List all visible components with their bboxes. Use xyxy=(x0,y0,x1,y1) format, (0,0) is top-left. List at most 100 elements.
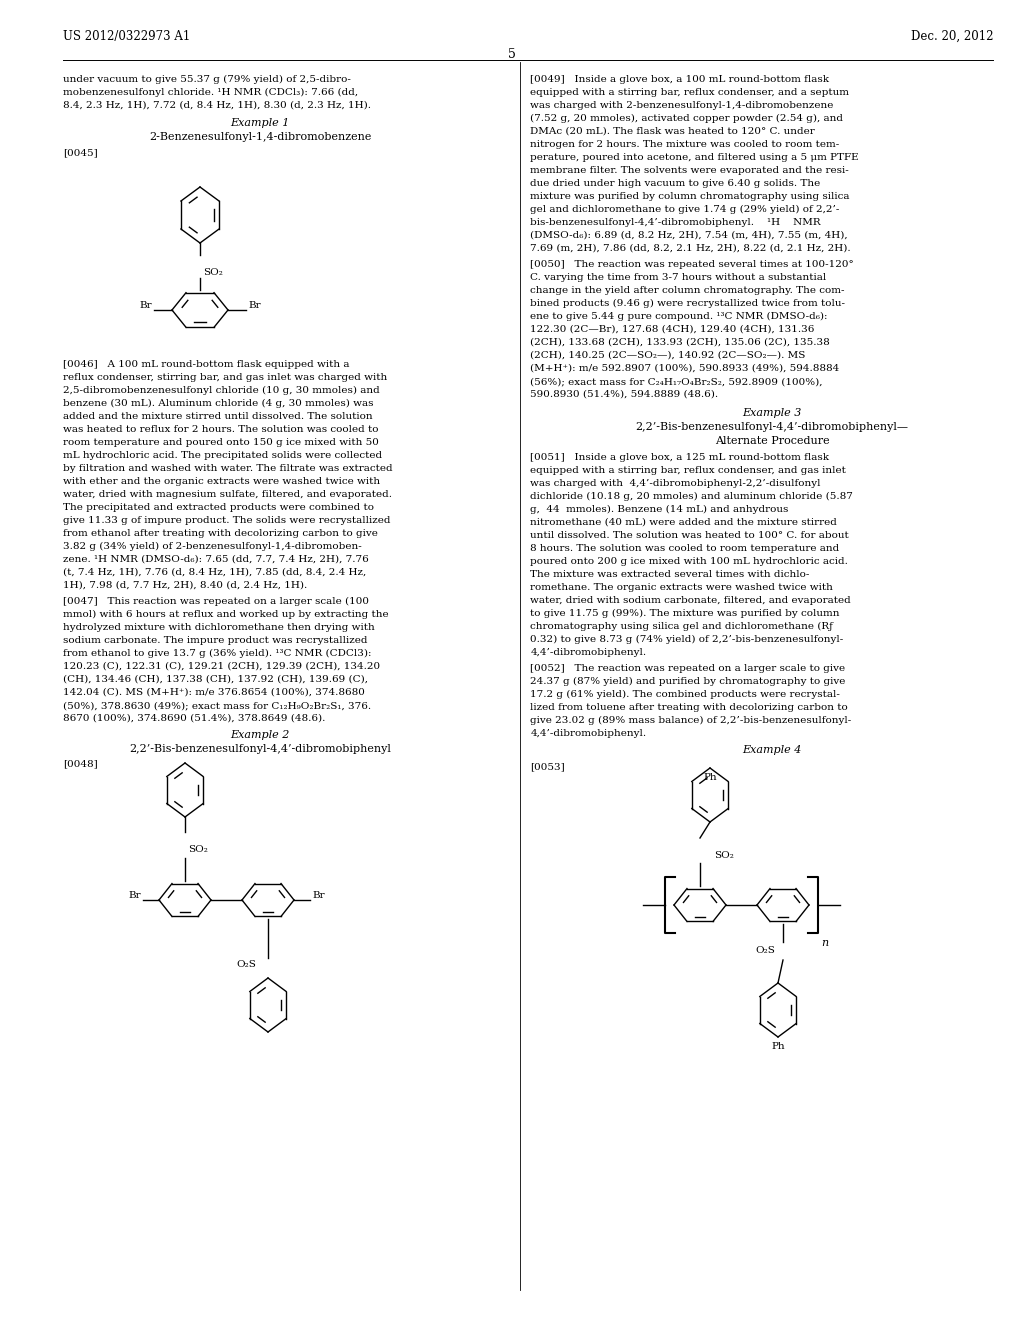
Text: give 11.33 g of impure product. The solids were recrystallized: give 11.33 g of impure product. The soli… xyxy=(63,516,391,525)
Text: US 2012/0322973 A1: US 2012/0322973 A1 xyxy=(63,30,190,44)
Text: The precipitated and extracted products were combined to: The precipitated and extracted products … xyxy=(63,503,375,512)
Text: 120.23 (C), 122.31 (C), 129.21 (2CH), 129.39 (2CH), 134.20: 120.23 (C), 122.31 (C), 129.21 (2CH), 12… xyxy=(63,663,381,671)
Text: 8 hours. The solution was cooled to room temperature and: 8 hours. The solution was cooled to room… xyxy=(530,544,840,553)
Text: due dried under high vacuum to give 6.40 g solids. The: due dried under high vacuum to give 6.40… xyxy=(530,180,820,187)
Text: lized from toluene after treating with decolorizing carbon to: lized from toluene after treating with d… xyxy=(530,704,848,711)
Text: give 23.02 g (89% mass balance) of 2,2’-bis-benzenesulfonyl-: give 23.02 g (89% mass balance) of 2,2’-… xyxy=(530,715,852,725)
Text: (7.52 g, 20 mmoles), activated copper powder (2.54 g), and: (7.52 g, 20 mmoles), activated copper po… xyxy=(530,114,844,123)
Text: Ph: Ph xyxy=(703,774,717,781)
Text: Example 2: Example 2 xyxy=(230,730,290,741)
Text: (56%); exact mass for C₂₄H₁₇O₄Br₂S₂, 592.8909 (100%),: (56%); exact mass for C₂₄H₁₇O₄Br₂S₂, 592… xyxy=(530,378,823,385)
Text: (M+H⁺): m/e 592.8907 (100%), 590.8933 (49%), 594.8884: (M+H⁺): m/e 592.8907 (100%), 590.8933 (4… xyxy=(530,364,840,374)
Text: 2,2’-Bis-benzenesulfonyl-4,4’-dibromobiphenyl—: 2,2’-Bis-benzenesulfonyl-4,4’-dibromobip… xyxy=(636,422,908,432)
Text: SO₂: SO₂ xyxy=(714,851,734,861)
Text: equipped with a stirring bar, reflux condenser, and gas inlet: equipped with a stirring bar, reflux con… xyxy=(530,466,846,475)
Text: was heated to reflux for 2 hours. The solution was cooled to: was heated to reflux for 2 hours. The so… xyxy=(63,425,379,434)
Text: Example 1: Example 1 xyxy=(230,117,290,128)
Text: Br: Br xyxy=(312,891,325,900)
Text: sodium carbonate. The impure product was recrystallized: sodium carbonate. The impure product was… xyxy=(63,636,368,645)
Text: 24.37 g (87% yield) and purified by chromatography to give: 24.37 g (87% yield) and purified by chro… xyxy=(530,677,846,686)
Text: [0047]   This reaction was repeated on a larger scale (100: [0047] This reaction was repeated on a l… xyxy=(63,597,370,606)
Text: membrane filter. The solvents were evaporated and the resi-: membrane filter. The solvents were evapo… xyxy=(530,166,849,176)
Text: Alternate Procedure: Alternate Procedure xyxy=(715,436,829,446)
Text: under vacuum to give 55.37 g (79% yield) of 2,5-dibro-: under vacuum to give 55.37 g (79% yield)… xyxy=(63,75,351,84)
Text: 2-Benzenesulfonyl-1,4-dibromobenzene: 2-Benzenesulfonyl-1,4-dibromobenzene xyxy=(148,132,372,143)
Text: perature, poured into acetone, and filtered using a 5 μm PTFE: perature, poured into acetone, and filte… xyxy=(530,153,859,162)
Text: O₂S: O₂S xyxy=(755,946,775,954)
Text: Example 4: Example 4 xyxy=(742,744,802,755)
Text: with ether and the organic extracts were washed twice with: with ether and the organic extracts were… xyxy=(63,477,381,486)
Text: (t, 7.4 Hz, 1H), 7.76 (d, 8.4 Hz, 1H), 7.85 (dd, 8.4, 2.4 Hz,: (t, 7.4 Hz, 1H), 7.76 (d, 8.4 Hz, 1H), 7… xyxy=(63,568,367,577)
Text: from ethanol after treating with decolorizing carbon to give: from ethanol after treating with decolor… xyxy=(63,529,378,539)
Text: zene. ¹H NMR (DMSO-d₆): 7.65 (dd, 7.7, 7.4 Hz, 2H), 7.76: zene. ¹H NMR (DMSO-d₆): 7.65 (dd, 7.7, 7… xyxy=(63,554,370,564)
Text: nitrogen for 2 hours. The mixture was cooled to room tem-: nitrogen for 2 hours. The mixture was co… xyxy=(530,140,840,149)
Text: (2CH), 140.25 (2C—SO₂—), 140.92 (2C—SO₂—). MS: (2CH), 140.25 (2C—SO₂—), 140.92 (2C—SO₂—… xyxy=(530,351,806,360)
Text: SO₂: SO₂ xyxy=(188,845,208,854)
Text: was charged with 2-benzenesulfonyl-1,4-dibromobenzene: was charged with 2-benzenesulfonyl-1,4-d… xyxy=(530,102,834,110)
Text: hydrolyzed mixture with dichloromethane then drying with: hydrolyzed mixture with dichloromethane … xyxy=(63,623,375,632)
Text: 0.32) to give 8.73 g (74% yield) of 2,2’-bis-benzenesulfonyl-: 0.32) to give 8.73 g (74% yield) of 2,2’… xyxy=(530,635,844,644)
Text: mobenzenesulfonyl chloride. ¹H NMR (CDCl₃): 7.66 (dd,: mobenzenesulfonyl chloride. ¹H NMR (CDCl… xyxy=(63,88,358,98)
Text: Br: Br xyxy=(139,301,152,310)
Text: from ethanol to give 13.7 g (36% yield). ¹³C NMR (CDCl3):: from ethanol to give 13.7 g (36% yield).… xyxy=(63,649,372,659)
Text: ene to give 5.44 g pure compound. ¹³C NMR (DMSO-d₆):: ene to give 5.44 g pure compound. ¹³C NM… xyxy=(530,312,828,321)
Text: to give 11.75 g (99%). The mixture was purified by column: to give 11.75 g (99%). The mixture was p… xyxy=(530,609,840,618)
Text: [0049]   Inside a glove box, a 100 mL round-bottom flask: [0049] Inside a glove box, a 100 mL roun… xyxy=(530,75,829,84)
Text: [0048]: [0048] xyxy=(63,759,98,768)
Text: SO₂: SO₂ xyxy=(203,268,223,277)
Text: water, dried with sodium carbonate, filtered, and evaporated: water, dried with sodium carbonate, filt… xyxy=(530,597,851,605)
Text: [0051]   Inside a glove box, a 125 mL round-bottom flask: [0051] Inside a glove box, a 125 mL roun… xyxy=(530,453,829,462)
Text: 5: 5 xyxy=(508,48,516,61)
Text: was charged with  4,4’-dibromobiphenyl-2,2’-disulfonyl: was charged with 4,4’-dibromobiphenyl-2,… xyxy=(530,479,821,488)
Text: bined products (9.46 g) were recrystallized twice from tolu-: bined products (9.46 g) were recrystalli… xyxy=(530,300,846,308)
Text: mixture was purified by column chromatography using silica: mixture was purified by column chromatog… xyxy=(530,191,850,201)
Text: mmol) with 6 hours at reflux and worked up by extracting the: mmol) with 6 hours at reflux and worked … xyxy=(63,610,389,619)
Text: 7.69 (m, 2H), 7.86 (dd, 8.2, 2.1 Hz, 2H), 8.22 (d, 2.1 Hz, 2H).: 7.69 (m, 2H), 7.86 (dd, 8.2, 2.1 Hz, 2H)… xyxy=(530,244,851,253)
Text: until dissolved. The solution was heated to 100° C. for about: until dissolved. The solution was heated… xyxy=(530,531,849,540)
Text: by filtration and washed with water. The filtrate was extracted: by filtration and washed with water. The… xyxy=(63,465,393,473)
Text: romethane. The organic extracts were washed twice with: romethane. The organic extracts were was… xyxy=(530,583,834,591)
Text: reflux condenser, stirring bar, and gas inlet was charged with: reflux condenser, stirring bar, and gas … xyxy=(63,374,388,381)
Text: n: n xyxy=(821,939,828,948)
Text: Dec. 20, 2012: Dec. 20, 2012 xyxy=(910,30,993,44)
Text: bis-benzenesulfonyl-4,4’-dibromobiphenyl.    ¹H    NMR: bis-benzenesulfonyl-4,4’-dibromobiphenyl… xyxy=(530,218,821,227)
Text: water, dried with magnesium sulfate, filtered, and evaporated.: water, dried with magnesium sulfate, fil… xyxy=(63,490,392,499)
Text: 17.2 g (61% yield). The combined products were recrystal-: 17.2 g (61% yield). The combined product… xyxy=(530,690,841,700)
Text: 4,4’-dibromobiphenyl.: 4,4’-dibromobiphenyl. xyxy=(530,729,646,738)
Text: Br: Br xyxy=(128,891,141,900)
Text: 8670 (100%), 374.8690 (51.4%), 378.8649 (48.6).: 8670 (100%), 374.8690 (51.4%), 378.8649 … xyxy=(63,714,326,723)
Text: [0046]   A 100 mL round-bottom flask equipped with a: [0046] A 100 mL round-bottom flask equip… xyxy=(63,360,350,370)
Text: Example 3: Example 3 xyxy=(742,408,802,418)
Text: equipped with a stirring bar, reflux condenser, and a septum: equipped with a stirring bar, reflux con… xyxy=(530,88,850,96)
Text: O₂S: O₂S xyxy=(237,960,256,969)
Text: mL hydrochloric acid. The precipitated solids were collected: mL hydrochloric acid. The precipitated s… xyxy=(63,451,383,459)
Text: gel and dichloromethane to give 1.74 g (29% yield) of 2,2’-: gel and dichloromethane to give 1.74 g (… xyxy=(530,205,840,214)
Text: 8.4, 2.3 Hz, 1H), 7.72 (d, 8.4 Hz, 1H), 8.30 (d, 2.3 Hz, 1H).: 8.4, 2.3 Hz, 1H), 7.72 (d, 8.4 Hz, 1H), … xyxy=(63,102,372,110)
Text: change in the yield after column chromatography. The com-: change in the yield after column chromat… xyxy=(530,286,845,294)
Text: The mixture was extracted several times with dichlo-: The mixture was extracted several times … xyxy=(530,570,810,579)
Text: [0050]   The reaction was repeated several times at 100-120°: [0050] The reaction was repeated several… xyxy=(530,260,854,269)
Text: [0052]   The reaction was repeated on a larger scale to give: [0052] The reaction was repeated on a la… xyxy=(530,664,846,673)
Text: benzene (30 mL). Aluminum chloride (4 g, 30 mmoles) was: benzene (30 mL). Aluminum chloride (4 g,… xyxy=(63,399,374,408)
Text: room temperature and poured onto 150 g ice mixed with 50: room temperature and poured onto 150 g i… xyxy=(63,438,379,447)
Text: dichloride (10.18 g, 20 mmoles) and aluminum chloride (5.87: dichloride (10.18 g, 20 mmoles) and alum… xyxy=(530,492,853,502)
Text: (2CH), 133.68 (2CH), 133.93 (2CH), 135.06 (2C), 135.38: (2CH), 133.68 (2CH), 133.93 (2CH), 135.0… xyxy=(530,338,830,347)
Text: (CH), 134.46 (CH), 137.38 (CH), 137.92 (CH), 139.69 (C),: (CH), 134.46 (CH), 137.38 (CH), 137.92 (… xyxy=(63,675,369,684)
Text: DMAc (20 mL). The flask was heated to 120° C. under: DMAc (20 mL). The flask was heated to 12… xyxy=(530,127,815,136)
Text: Ph: Ph xyxy=(771,1041,784,1051)
Text: 1H), 7.98 (d, 7.7 Hz, 2H), 8.40 (d, 2.4 Hz, 1H).: 1H), 7.98 (d, 7.7 Hz, 2H), 8.40 (d, 2.4 … xyxy=(63,581,308,590)
Text: 122.30 (2C—Br), 127.68 (4CH), 129.40 (4CH), 131.36: 122.30 (2C—Br), 127.68 (4CH), 129.40 (4C… xyxy=(530,325,815,334)
Text: added and the mixture stirred until dissolved. The solution: added and the mixture stirred until diss… xyxy=(63,412,373,421)
Text: 2,2’-Bis-benzenesulfonyl-4,4’-dibromobiphenyl: 2,2’-Bis-benzenesulfonyl-4,4’-dibromobip… xyxy=(129,744,391,754)
Text: [0045]: [0045] xyxy=(63,148,98,157)
Text: (DMSO-d₆): 6.89 (d, 8.2 Hz, 2H), 7.54 (m, 4H), 7.55 (m, 4H),: (DMSO-d₆): 6.89 (d, 8.2 Hz, 2H), 7.54 (m… xyxy=(530,231,848,240)
Text: chromatography using silica gel and dichloromethane (Rƒ: chromatography using silica gel and dich… xyxy=(530,622,834,631)
Text: [0053]: [0053] xyxy=(530,762,565,771)
Text: 3.82 g (34% yield) of 2-benzenesulfonyl-1,4-dibromoben-: 3.82 g (34% yield) of 2-benzenesulfonyl-… xyxy=(63,543,362,552)
Text: C. varying the time from 3-7 hours without a substantial: C. varying the time from 3-7 hours witho… xyxy=(530,273,826,282)
Text: (50%), 378.8630 (49%); exact mass for C₁₂H₉O₂Br₂S₁, 376.: (50%), 378.8630 (49%); exact mass for C₁… xyxy=(63,701,372,710)
Text: 590.8930 (51.4%), 594.8889 (48.6).: 590.8930 (51.4%), 594.8889 (48.6). xyxy=(530,389,719,399)
Text: g,  44  mmoles). Benzene (14 mL) and anhydrous: g, 44 mmoles). Benzene (14 mL) and anhyd… xyxy=(530,506,788,513)
Text: poured onto 200 g ice mixed with 100 mL hydrochloric acid.: poured onto 200 g ice mixed with 100 mL … xyxy=(530,557,848,566)
Text: 142.04 (C). MS (M+H⁺): m/e 376.8654 (100%), 374.8680: 142.04 (C). MS (M+H⁺): m/e 376.8654 (100… xyxy=(63,688,366,697)
